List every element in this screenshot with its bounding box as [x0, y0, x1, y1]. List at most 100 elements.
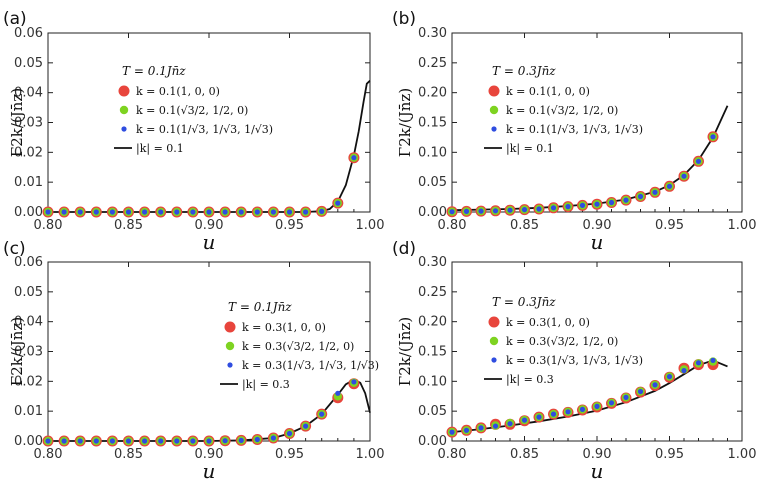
data-point-blue: [666, 183, 673, 189]
data-point-blue: [93, 438, 99, 444]
data-point-blue: [536, 206, 542, 212]
data-point-blue: [536, 414, 542, 420]
legend-entry: k = 0.3(√3/2, 1/2, 0): [242, 340, 354, 353]
data-point-blue: [335, 200, 341, 206]
data-point-blue: [222, 209, 228, 215]
data-point-blue: [565, 204, 571, 210]
data-point-blue: [238, 209, 244, 215]
legend-entry: k = 0.1(1, 0, 0): [506, 85, 590, 98]
data-point-blue: [681, 173, 687, 179]
data-point-blue: [608, 400, 615, 406]
legend-entry: k = 0.3(1, 0, 0): [506, 316, 590, 329]
series-line: [451, 105, 729, 212]
x-tick-label: 0.85: [114, 447, 143, 462]
legend-entry: k = 0.1(1/√3, 1/√3, 1/√3): [136, 123, 273, 136]
x-tick-label: 0.90: [583, 218, 612, 233]
data-point-blue: [190, 438, 196, 444]
data-point-blue: [45, 438, 51, 444]
x-tick-label: 0.80: [34, 218, 63, 233]
data-point-blue: [222, 438, 228, 444]
x-tick-label: 0.80: [34, 447, 63, 462]
data-point-blue: [303, 423, 309, 429]
panel-label: (c): [3, 239, 26, 259]
data-point-blue: [270, 209, 276, 215]
y-tick-label: 0.05: [14, 285, 43, 300]
panel-a: 0.00 0.01 0.02 0.03 0.04 0.05 0.06 0.80 0.85 0.90…: [3, 9, 384, 254]
x-axis-label: u: [591, 230, 604, 254]
data-point-blue: [61, 209, 67, 215]
legend-title: T = 0.3Jn̄z: [492, 295, 556, 309]
data-point-blue: [61, 438, 67, 444]
panel-label: (b): [392, 9, 416, 29]
y-tick-label: 0.10: [418, 145, 447, 160]
y-tick-label: 0.06: [14, 26, 43, 41]
data-point-blue: [286, 209, 293, 215]
legend-marker: [121, 126, 127, 132]
legend: T = 0.1Jn̄z k = 0.3(1, 0, 0) k = 0.3(√3/2,…: [220, 300, 379, 392]
data-point-blue: [174, 209, 180, 215]
y-tick-label: 0.00: [14, 434, 43, 449]
y-tick-label: 0.00: [14, 205, 43, 220]
plot-frame: [451, 261, 743, 442]
legend-marker: [225, 341, 235, 351]
data-point-blue: [93, 209, 99, 215]
y-tick-label: 0.25: [418, 56, 447, 71]
legend-title: T = 0.1Jn̄z: [122, 64, 186, 78]
data-point-blue: [449, 209, 455, 215]
y-tick-label: 0.20: [418, 315, 447, 330]
data-point-blue: [710, 134, 716, 140]
data-point-blue: [174, 438, 180, 444]
data-point-blue: [158, 438, 164, 444]
data-point-blue: [109, 209, 115, 215]
legend-entry: k = 0.3(√3/2, 1/2, 0): [506, 335, 618, 348]
y-tick-label: 0.04: [14, 315, 43, 330]
y-tick-label: 0.00: [418, 434, 447, 449]
y-axis-label: Γ2k/(Jn̄z): [8, 88, 26, 157]
panel-d: 0.00 0.05 0.10 0.15 0.20 0.25 0.30 0.80 0.85 0.90…: [392, 239, 756, 483]
y-tick-label: 0.10: [418, 374, 447, 389]
data-point-blue: [190, 209, 196, 215]
legend-entry: k = 0.3(1/√3, 1/√3, 1/√3): [506, 354, 643, 367]
y-tick-label: 0.06: [14, 255, 43, 270]
legend-entry: k = 0.1(1/√3, 1/√3, 1/√3): [506, 123, 643, 136]
series-line: [48, 80, 371, 213]
data-point-blue: [45, 209, 51, 215]
legend-marker: [488, 316, 500, 328]
x-tick-label: 0.95: [655, 447, 684, 462]
x-axis-label: u: [591, 459, 604, 483]
data-point-blue: [637, 388, 644, 395]
panel-c: 0.00 0.01 0.02 0.03 0.04 0.05 0.06 0.80 0.85 0.90…: [3, 239, 384, 483]
legend-entry: |k| = 0.3: [506, 373, 554, 387]
legend-entry: k = 0.3(1, 0, 0): [242, 321, 326, 334]
panel-label: (d): [392, 239, 416, 259]
y-tick-label: 0.02: [14, 145, 43, 160]
data-point-blue: [521, 207, 528, 213]
legend-entry: k = 0.1(1, 0, 0): [136, 85, 220, 98]
data-point-blue: [254, 209, 260, 215]
x-tick-label: 0.85: [510, 218, 539, 233]
data-point-blue: [652, 189, 658, 195]
data-point-blue: [125, 209, 132, 215]
data-point-blue: [492, 423, 499, 429]
x-tick-label: 0.90: [583, 447, 612, 462]
data-point-blue: [109, 438, 115, 444]
legend-title: T = 0.1Jn̄z: [228, 300, 292, 314]
x-axis-label: u: [203, 230, 216, 254]
legend-marker: [489, 105, 499, 115]
data-point-blue: [351, 155, 357, 161]
y-axis-label: Γ2k/(Jn̄z): [396, 88, 414, 157]
x-tick-label: 0.90: [195, 218, 224, 233]
data-point-blue: [206, 209, 212, 215]
legend-marker: [491, 357, 497, 363]
legend-marker: [489, 336, 499, 346]
data-point-blue: [492, 208, 499, 214]
data-point-blue: [319, 411, 325, 417]
data-point-blue: [125, 438, 132, 444]
legend-entry: |k| = 0.1: [506, 142, 554, 156]
legend-entry: |k| = 0.3: [242, 378, 290, 392]
legend: T = 0.3Jn̄z k = 0.3(1, 0, 0) k = 0.3(√3/2,…: [484, 295, 643, 387]
data-point-blue: [594, 201, 600, 207]
data-point-blue: [254, 436, 260, 443]
legend-marker: [224, 321, 236, 333]
